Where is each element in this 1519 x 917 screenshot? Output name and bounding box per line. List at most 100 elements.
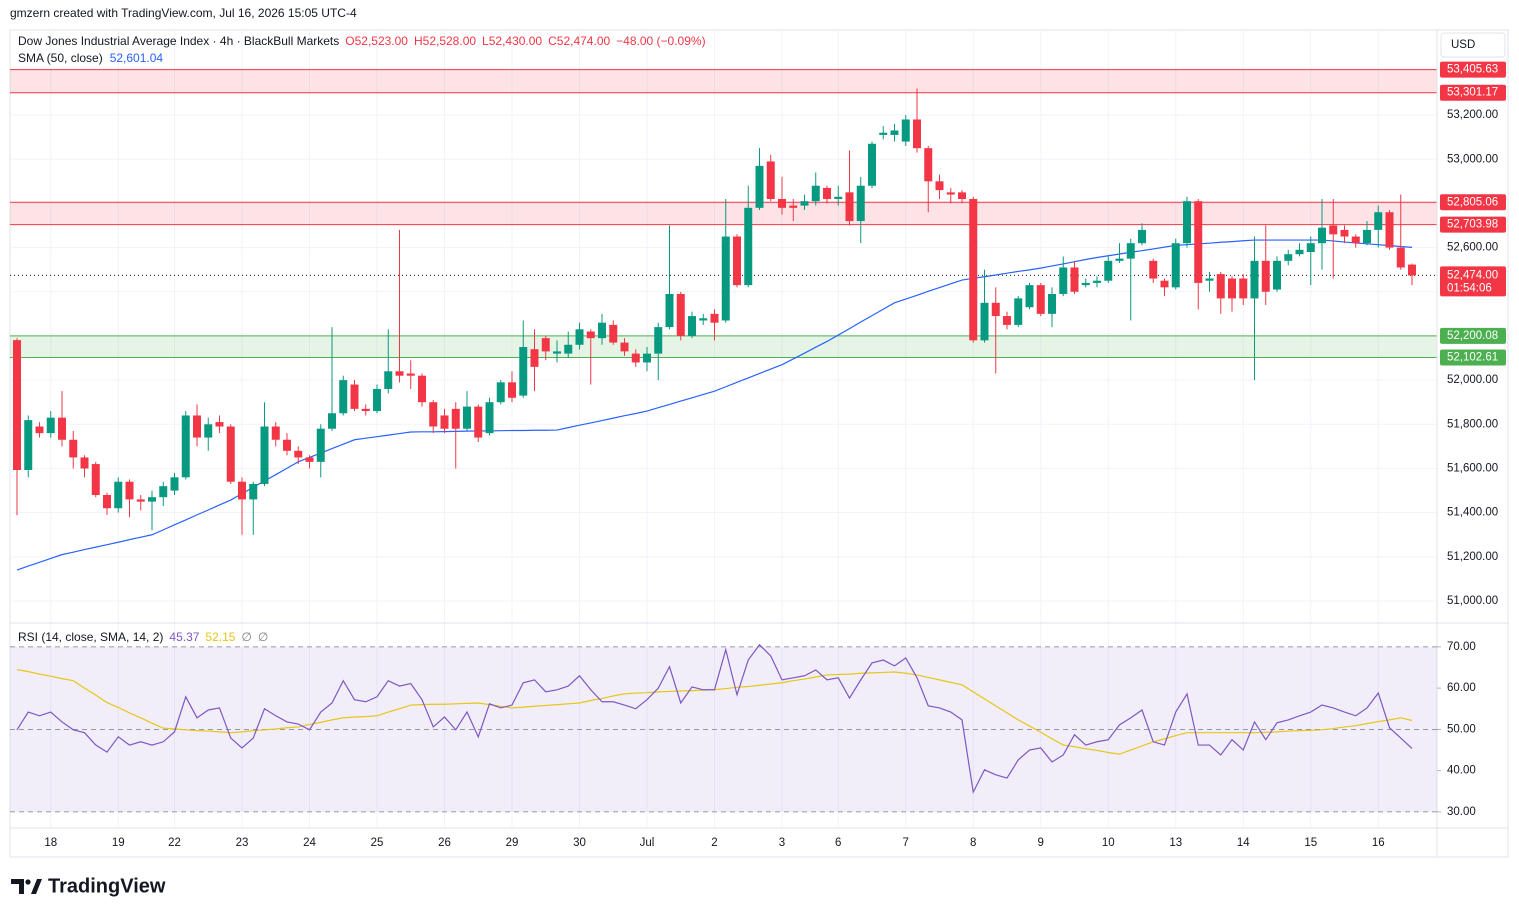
candle-body xyxy=(586,331,595,339)
legend-text: 45.37 xyxy=(169,630,199,644)
candle-body xyxy=(530,349,539,367)
x-tick-label: 10 xyxy=(1102,837,1115,849)
legend-text: 52.15 xyxy=(205,630,235,644)
price-tag xyxy=(1440,61,1506,78)
candle-body xyxy=(271,426,280,440)
candle-body xyxy=(1329,225,1338,235)
candle-body xyxy=(339,380,348,414)
candle-body xyxy=(170,477,179,491)
x-tick-label: 22 xyxy=(168,837,181,849)
x-tick-label: 23 xyxy=(236,837,249,849)
price-tag-label: 52,200.08 xyxy=(1447,330,1498,342)
x-tick-label: 7 xyxy=(903,837,909,849)
legend-text: Dow Jones Industrial Average Index · 4h … xyxy=(18,34,339,48)
candle-body xyxy=(800,201,809,206)
legend-text: O52,523.00 xyxy=(345,34,408,48)
x-tick-label: 29 xyxy=(506,837,519,849)
candle-body xyxy=(834,196,843,199)
rsi-line xyxy=(16,643,1413,795)
candle-body xyxy=(1093,280,1101,283)
y-tick-label: 51,400.00 xyxy=(1447,507,1498,519)
candle-body xyxy=(755,165,764,208)
candle-body xyxy=(361,408,370,412)
candle-body xyxy=(643,353,651,363)
candle-body xyxy=(238,481,246,500)
currency-box[interactable] xyxy=(1440,32,1506,58)
candle-body xyxy=(1284,254,1293,261)
legend-text: ∅ xyxy=(258,630,268,644)
legend-text: −48.00 (−0.09%) xyxy=(616,34,705,48)
candle-body xyxy=(924,148,933,182)
logo-mark xyxy=(11,879,24,894)
candle-body xyxy=(91,464,100,495)
credit: gmzern created with TradingView.com, Jul… xyxy=(10,6,357,20)
candle-body xyxy=(1205,278,1214,281)
candle-body xyxy=(451,408,460,429)
currency: USD xyxy=(1451,39,1475,51)
x-tick-label: 6 xyxy=(835,837,841,849)
x-tick-label: 13 xyxy=(1169,837,1182,849)
candle-body xyxy=(440,415,449,429)
candle-body xyxy=(519,346,528,396)
rsi-tick-label: 30.00 xyxy=(1447,806,1476,818)
candle-body xyxy=(496,382,505,403)
candle-body xyxy=(654,327,663,354)
candle-body xyxy=(1059,267,1068,294)
candle-body xyxy=(204,424,213,438)
candle-body xyxy=(193,415,201,438)
x-tick-label: 8 xyxy=(970,837,976,849)
candle-body xyxy=(935,181,944,191)
rsi-tick-label: 60.00 xyxy=(1447,682,1476,694)
x-tick-label: 9 xyxy=(1038,837,1044,849)
zone xyxy=(10,335,1437,358)
legend-text: C52,474.00 xyxy=(548,34,610,48)
x-tick-label: Jul xyxy=(640,837,655,849)
candle-body xyxy=(1183,201,1191,244)
candle-body xyxy=(1149,260,1158,279)
x-tick-label: 24 xyxy=(303,837,316,849)
y-tick-label: 52,600.00 xyxy=(1447,242,1498,254)
legend-text: SMA (50, close) xyxy=(18,51,103,65)
candle-body xyxy=(1003,316,1011,325)
candle-body xyxy=(406,373,415,376)
candle-body xyxy=(856,185,865,222)
candle-body xyxy=(1036,285,1045,314)
candle-body xyxy=(541,338,550,352)
candle-body xyxy=(879,132,888,135)
candle-body xyxy=(609,324,618,343)
candle-body xyxy=(969,198,978,341)
candle-body xyxy=(1138,229,1146,244)
price-tag xyxy=(1440,84,1506,101)
candle-body xyxy=(114,481,123,509)
candle-body xyxy=(1171,243,1180,288)
price-tag-label: 52,102.61 xyxy=(1447,351,1498,363)
y-tick-label: 51,000.00 xyxy=(1447,595,1498,607)
candle-body xyxy=(373,388,381,412)
candle-body xyxy=(508,382,516,398)
candle-body xyxy=(1025,285,1034,308)
y-tick-label: 51,600.00 xyxy=(1447,463,1498,475)
candle-body xyxy=(631,353,640,363)
candle-body xyxy=(845,192,854,222)
candle-body xyxy=(553,351,561,354)
candle-body xyxy=(125,481,134,500)
zone xyxy=(10,202,1437,225)
candle-body xyxy=(384,371,393,389)
candle-body xyxy=(1081,282,1090,286)
candle-body xyxy=(136,499,145,502)
candle-body xyxy=(1261,260,1270,292)
candle-body xyxy=(1014,298,1023,325)
candle-body xyxy=(721,236,730,321)
x-tick-label: 16 xyxy=(1372,837,1385,849)
candle-body xyxy=(913,119,921,149)
countdown: 01:54:06 xyxy=(1447,282,1492,294)
x-tick-label: 3 xyxy=(779,837,785,849)
candle-body xyxy=(598,322,606,339)
candle-body xyxy=(744,207,753,286)
candle-body xyxy=(980,302,989,341)
candle-body xyxy=(620,342,629,352)
x-tick-label: 14 xyxy=(1237,837,1250,849)
candle-body xyxy=(474,406,483,438)
